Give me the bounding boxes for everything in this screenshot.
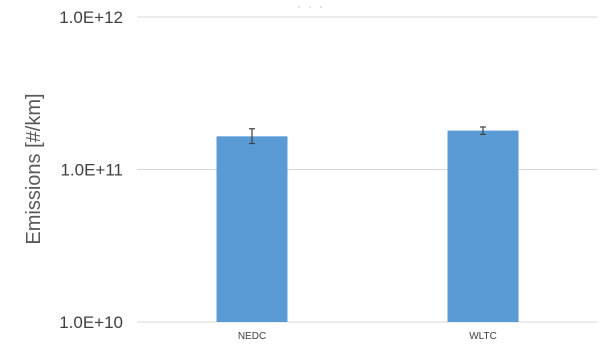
bar-wltc [447, 130, 519, 322]
y-tick-label: 1.0E+11 [60, 161, 123, 180]
x-tick-label: WLTC [469, 331, 497, 342]
x-tick-labels: NEDC WLTC [238, 331, 497, 342]
bar-nedc [216, 136, 288, 322]
bars [216, 130, 519, 322]
x-tick-label: NEDC [238, 331, 266, 342]
y-tick-labels: 1.0E+12 1.0E+11 1.0E+10 [59, 8, 123, 332]
y-tick-label: 1.0E+12 [59, 8, 123, 27]
gridlines [137, 16, 598, 323]
error-bars [249, 126, 486, 145]
error-bar-wltc [480, 126, 486, 135]
error-bar-nedc [249, 128, 255, 145]
y-tick-label: 1.0E+10 [59, 313, 123, 332]
y-axis-label: Emissions [#/km] [23, 93, 45, 244]
decorative-dots [298, 6, 322, 8]
